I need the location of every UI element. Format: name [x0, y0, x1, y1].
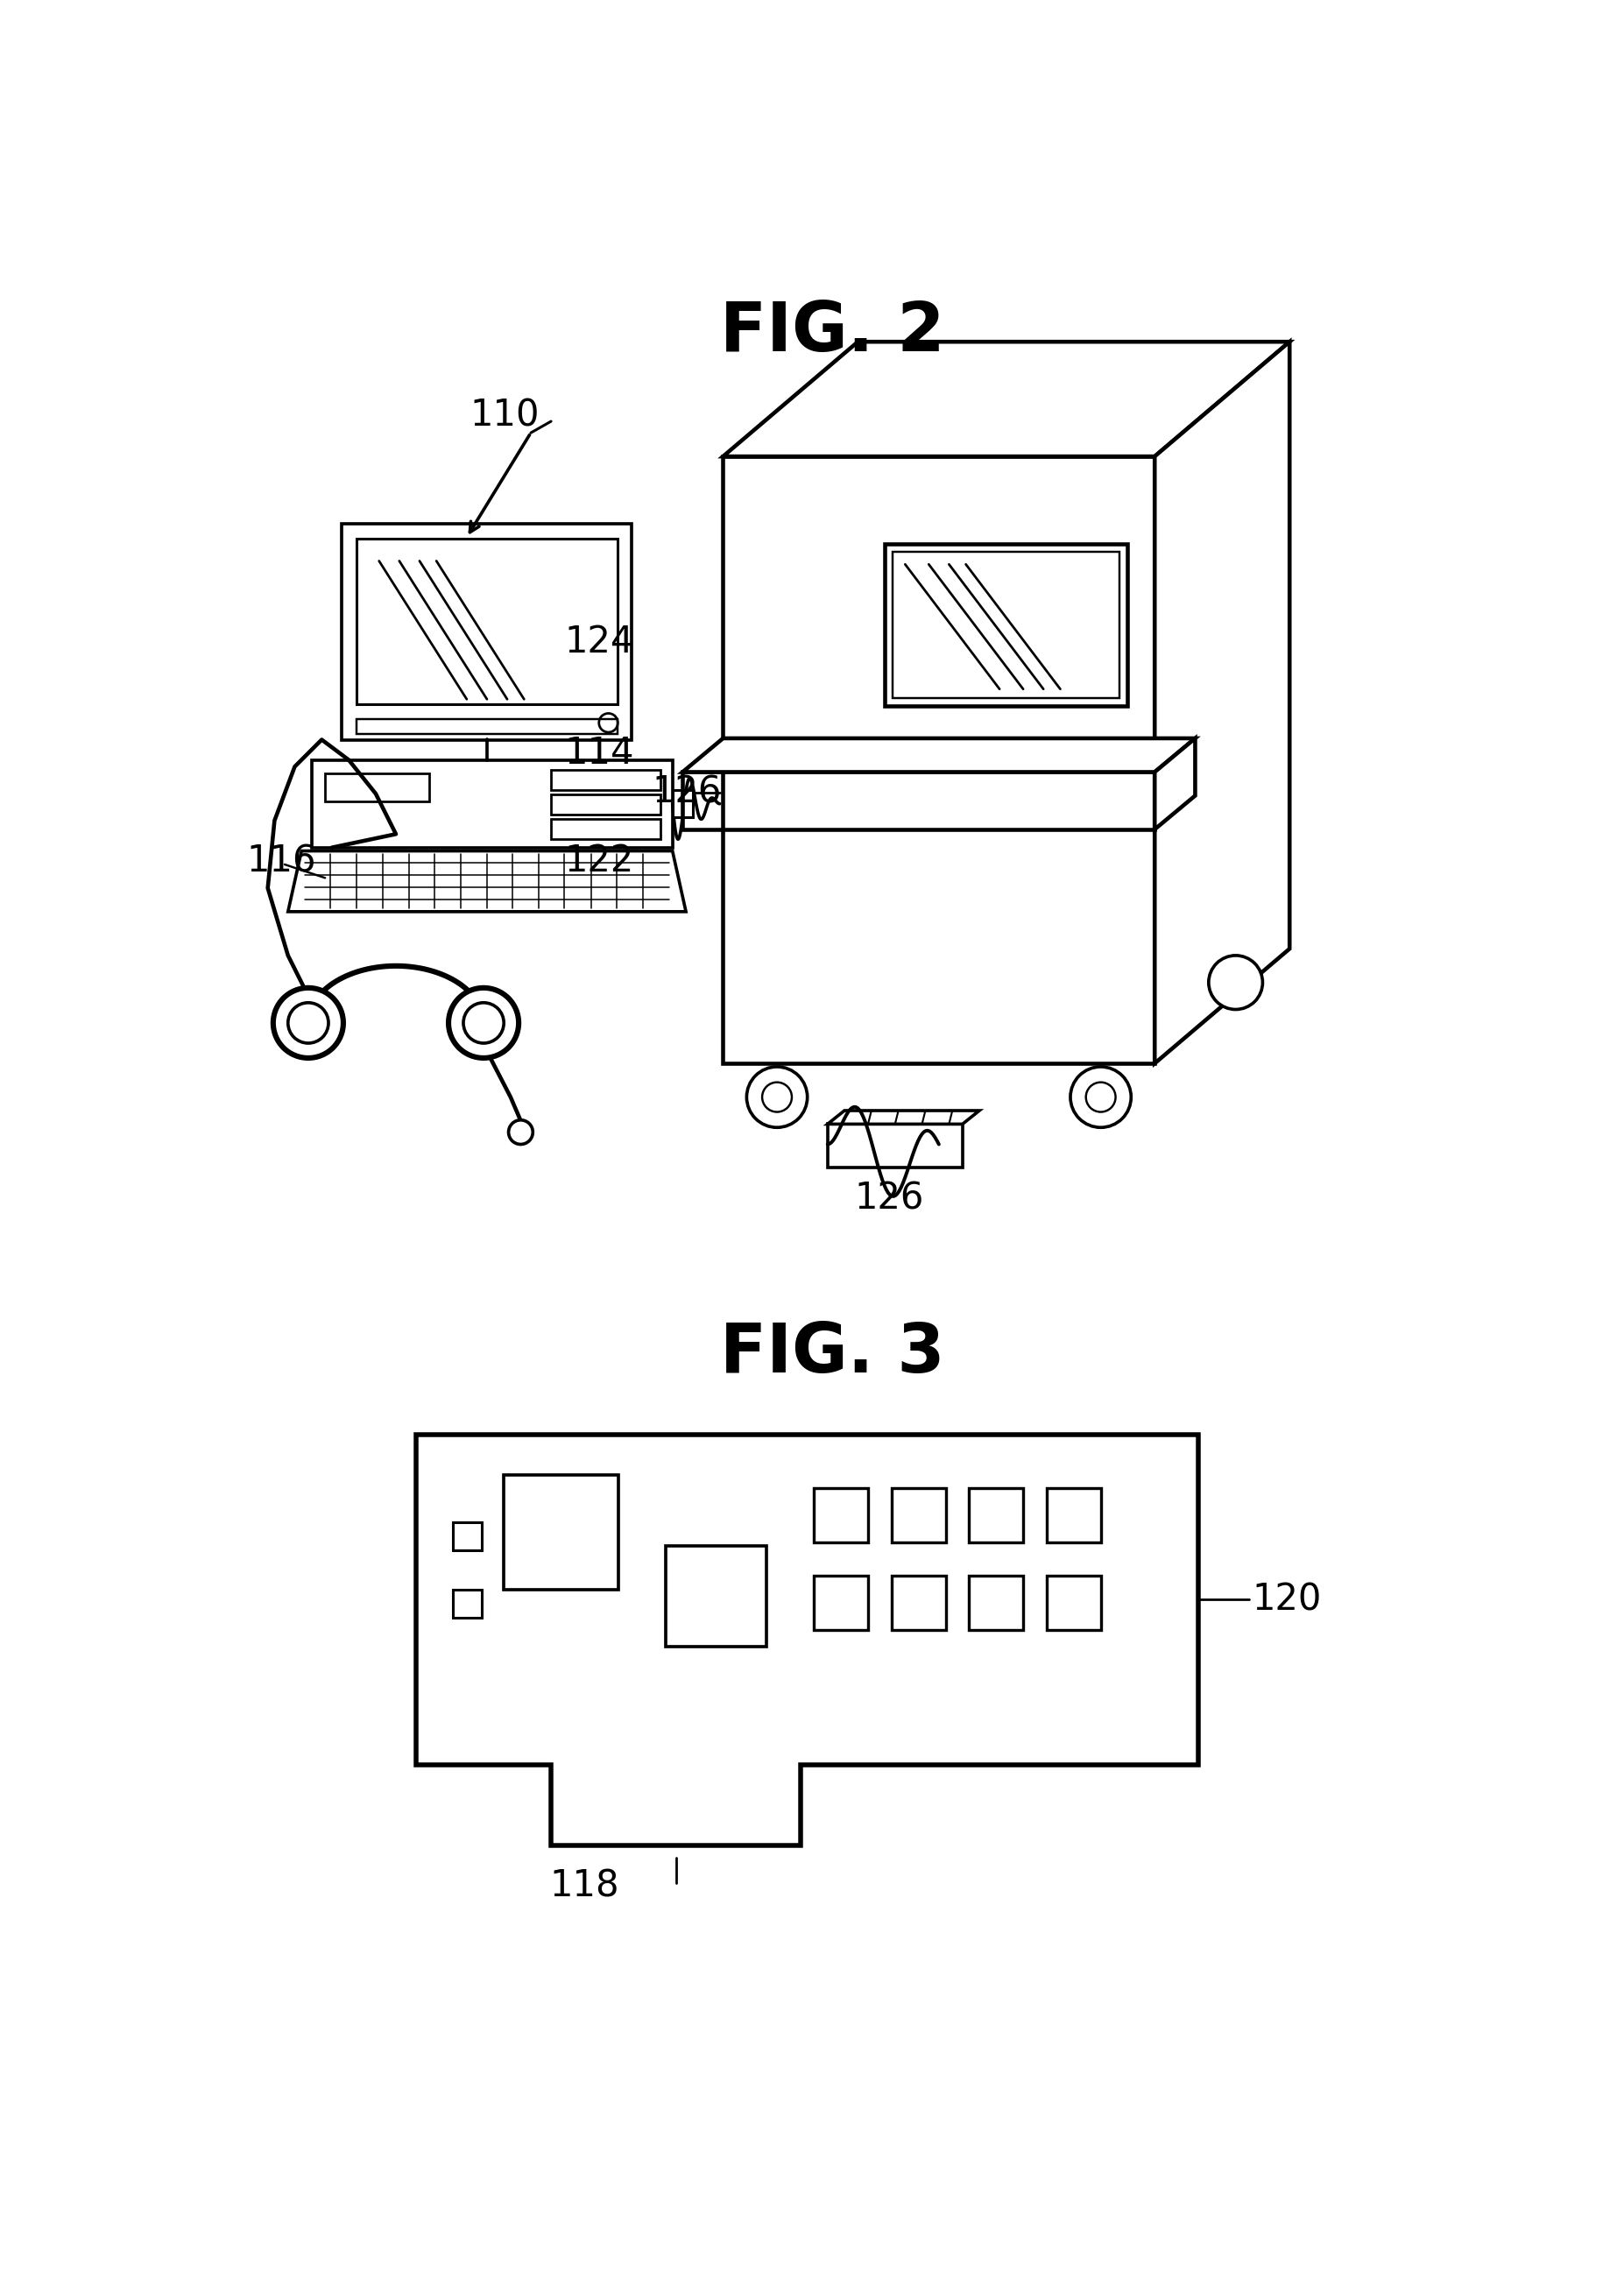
Polygon shape [828, 1125, 963, 1168]
Text: 124: 124 [565, 624, 633, 661]
Bar [551, 770, 661, 791]
Bar [892, 1488, 945, 1543]
Bar [453, 1522, 482, 1550]
Circle shape [508, 1120, 533, 1145]
Text: FIG. 2: FIG. 2 [719, 299, 945, 366]
Bar [551, 818, 661, 839]
Polygon shape [828, 1111, 979, 1125]
Circle shape [448, 988, 518, 1058]
Text: FIG. 3: FIG. 3 [719, 1319, 945, 1388]
Bar [672, 791, 693, 816]
Bar [970, 1575, 1023, 1630]
Circle shape [1208, 956, 1262, 1010]
Circle shape [273, 988, 343, 1058]
Text: 126: 126 [854, 1180, 924, 1216]
Bar [723, 457, 1155, 1063]
Bar [970, 1488, 1023, 1543]
Bar [682, 773, 1155, 830]
Bar [666, 1545, 767, 1646]
Bar [453, 1589, 482, 1618]
Bar [814, 1488, 869, 1543]
Text: 118: 118 [551, 1868, 620, 1904]
Bar [892, 1575, 945, 1630]
Bar [551, 793, 661, 814]
Bar [325, 773, 430, 802]
Circle shape [747, 1068, 807, 1127]
Text: 120: 120 [1252, 1582, 1322, 1618]
Bar [885, 544, 1127, 706]
Circle shape [463, 1004, 503, 1042]
Circle shape [762, 1081, 793, 1111]
Polygon shape [723, 343, 1289, 457]
Bar [357, 720, 617, 734]
Circle shape [1086, 1081, 1116, 1111]
Circle shape [1070, 1068, 1130, 1127]
Polygon shape [1155, 343, 1289, 1063]
Bar [312, 759, 672, 848]
Polygon shape [416, 1433, 1199, 1845]
Text: 126: 126 [653, 775, 721, 812]
Bar [893, 553, 1119, 697]
Text: 110: 110 [469, 398, 539, 434]
Text: 114: 114 [565, 734, 633, 773]
Bar [1047, 1575, 1101, 1630]
Polygon shape [682, 738, 1195, 773]
Polygon shape [1155, 738, 1195, 830]
Bar [357, 539, 617, 704]
Bar [1047, 1488, 1101, 1543]
Bar [503, 1474, 619, 1589]
Bar [343, 523, 632, 741]
Text: 122: 122 [565, 844, 633, 880]
Text: 116: 116 [247, 844, 315, 880]
Bar [814, 1575, 869, 1630]
Circle shape [287, 1004, 328, 1042]
